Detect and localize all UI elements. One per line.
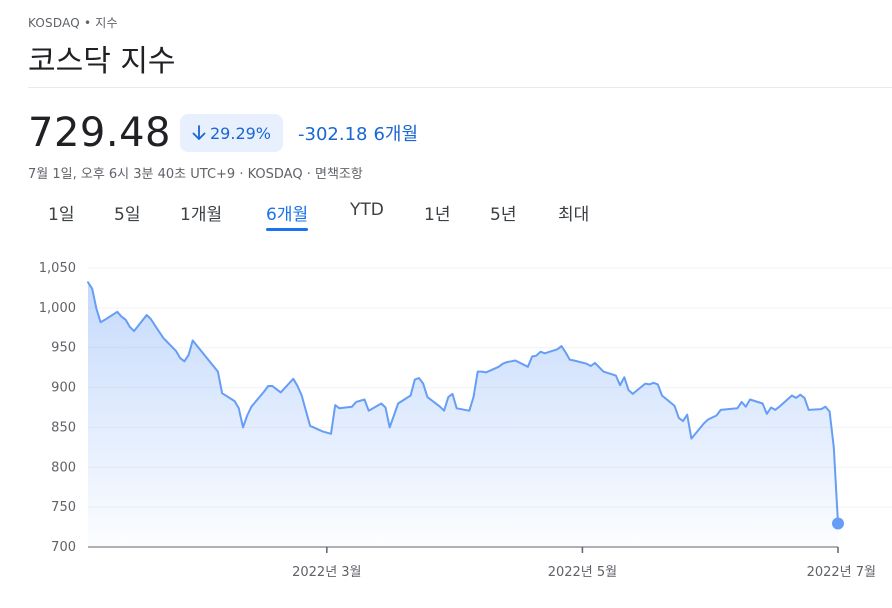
last-price-dot bbox=[832, 517, 844, 530]
breadcrumb: KOSDAQ • 지수 bbox=[28, 14, 118, 31]
y-tick-label: 950 bbox=[51, 341, 76, 356]
tab-5y[interactable]: 5년 bbox=[490, 205, 517, 225]
change-percent: 29.29% bbox=[210, 123, 272, 143]
quote-timestamp: 7월 1일, 오후 6시 3분 40초 UTC+9 · KOSDAQ · 면책조… bbox=[28, 167, 363, 182]
breadcrumb-category[interactable]: 지수 bbox=[95, 16, 118, 30]
change-period: 6개월 bbox=[373, 124, 419, 145]
y-tick-label: 1,000 bbox=[39, 301, 76, 316]
current-price: 729.48 bbox=[28, 110, 171, 156]
y-tick-label: 800 bbox=[51, 460, 76, 475]
tab-1y[interactable]: 1년 bbox=[424, 205, 451, 225]
tab-5d[interactable]: 5일 bbox=[114, 205, 141, 225]
price-area bbox=[88, 282, 838, 547]
x-tick-label: 2022년 7월 bbox=[807, 565, 876, 580]
y-tick-label: 900 bbox=[51, 381, 76, 396]
y-tick-label: 700 bbox=[51, 540, 76, 555]
tab-6m[interactable]: 6개월 bbox=[266, 205, 309, 225]
price-chart[interactable]: 700 750 800 850 900 950 1,000 1,050 2022년 3월 202… bbox=[0, 250, 892, 590]
change-absolute-wrap: -302.18 6개월 bbox=[298, 120, 418, 146]
x-tick-label: 2022년 3월 bbox=[292, 565, 361, 580]
tab-1d[interactable]: 1일 bbox=[48, 205, 75, 225]
breadcrumb-exchange[interactable]: KOSDAQ bbox=[28, 16, 80, 30]
y-tick-label: 750 bbox=[51, 500, 76, 515]
page-title: 코스닥 지수 bbox=[28, 44, 176, 79]
tab-ytd[interactable]: YTD bbox=[350, 200, 384, 220]
price-line bbox=[87, 281, 839, 525]
breadcrumb-separator: • bbox=[83, 16, 92, 30]
active-tab-indicator bbox=[266, 228, 308, 231]
y-tick-label: 850 bbox=[51, 420, 76, 435]
arrow-down-icon bbox=[192, 125, 206, 140]
change-percent-badge: 29.29% bbox=[180, 114, 284, 152]
y-tick-label: 1,050 bbox=[39, 261, 76, 276]
tab-max[interactable]: 최대 bbox=[558, 205, 590, 225]
x-tick-label: 2022년 5월 bbox=[548, 565, 617, 580]
tab-1m[interactable]: 1개월 bbox=[180, 205, 223, 225]
header-divider bbox=[28, 87, 892, 88]
change-absolute: -302.18 bbox=[298, 124, 368, 145]
